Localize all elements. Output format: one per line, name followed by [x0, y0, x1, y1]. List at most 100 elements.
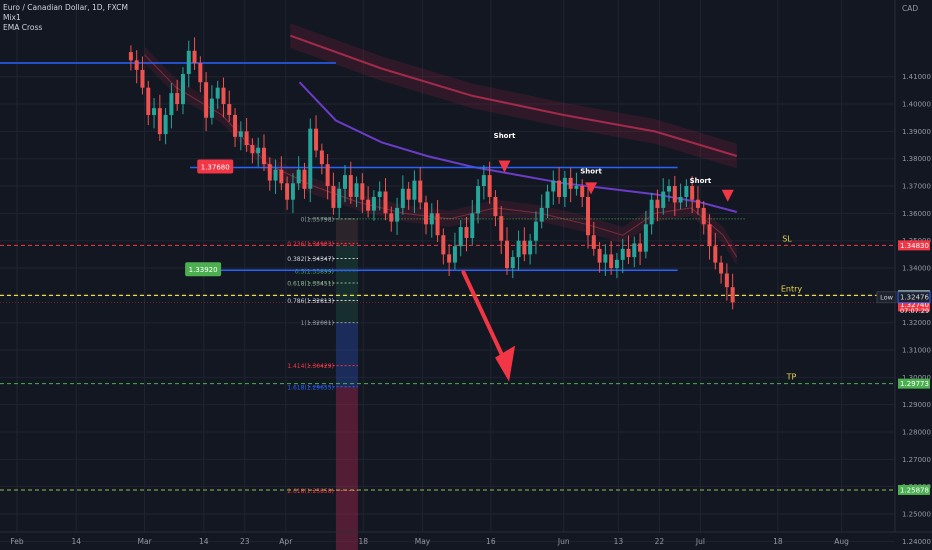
candle — [128, 45, 133, 71]
candle — [215, 80, 220, 109]
candle — [724, 263, 729, 301]
candle-body — [655, 199, 660, 208]
low-price-badge-bg — [897, 291, 931, 304]
short-marker — [498, 160, 511, 173]
candle — [348, 161, 353, 204]
time-tick: Jul — [695, 537, 705, 546]
candle — [447, 244, 452, 276]
candle — [539, 194, 544, 229]
time-tick: Mar — [137, 537, 152, 546]
fib-zone — [335, 218, 358, 246]
candle-body — [325, 164, 330, 187]
candle — [643, 210, 648, 259]
candle — [695, 186, 700, 215]
candle — [371, 190, 376, 221]
candle-body — [499, 216, 504, 241]
candle-body — [493, 196, 498, 217]
candle — [435, 199, 440, 243]
candle-body — [580, 186, 585, 197]
candle-body — [701, 207, 706, 225]
candle — [510, 250, 515, 279]
countdown-text: 07:07:29 — [900, 307, 929, 315]
resistance-badge-bg — [197, 159, 234, 174]
price-tick: 1.30000 — [902, 374, 931, 382]
candle — [406, 181, 411, 210]
symbol-title[interactable]: Euro / Canadian Dollar, 1D, FXCM — [3, 3, 128, 12]
price-tick: 1.27000 — [902, 456, 931, 464]
sl-price-badge-bg — [898, 240, 930, 251]
fib-zone — [335, 322, 358, 387]
fib-label: 0.786(1.32813) — [287, 298, 334, 305]
candle — [609, 240, 614, 275]
fib-label: 0.382(1.34347) — [287, 256, 334, 263]
candle — [528, 233, 533, 265]
price-tick: 1.38000 — [902, 155, 931, 163]
price-tick: 1.36000 — [902, 210, 931, 218]
currency-label: CAD — [902, 4, 918, 13]
candle-body — [481, 175, 486, 187]
candle — [562, 171, 567, 208]
candle-body — [152, 108, 157, 115]
candle — [661, 178, 666, 215]
candle — [580, 179, 585, 208]
candle-body — [719, 262, 724, 274]
candle — [146, 80, 151, 126]
candle-body — [557, 180, 562, 197]
entry-label: Entry — [781, 284, 803, 293]
candle — [719, 255, 724, 284]
support-badge-text: 1.33920 — [189, 266, 218, 274]
candle-body — [678, 196, 683, 203]
candle-body — [140, 69, 145, 88]
candle-body — [186, 50, 191, 74]
candle-body — [591, 235, 596, 249]
ema-slow-line — [298, 81, 738, 213]
candle — [470, 199, 475, 245]
candle-body — [227, 104, 232, 115]
candle-body — [377, 191, 382, 197]
candle — [481, 165, 486, 200]
candle — [250, 138, 255, 164]
indicator-ema-cross[interactable]: EMA Cross — [3, 23, 43, 32]
fib-label: 0.618(1.33451) — [287, 281, 334, 288]
candle-body — [412, 180, 417, 200]
price-tick: 1.39000 — [902, 128, 931, 136]
time-tick: 18 — [358, 537, 368, 546]
candle — [180, 67, 185, 115]
candle — [591, 221, 596, 256]
short-marker — [721, 189, 734, 202]
candle-body — [638, 243, 643, 252]
candle — [586, 186, 591, 249]
candle-body — [360, 183, 365, 200]
ema-long-band — [290, 23, 737, 169]
candle-body — [597, 248, 602, 263]
candle-body — [342, 175, 347, 189]
candle — [707, 214, 712, 260]
candle — [701, 201, 706, 235]
candle — [690, 175, 695, 214]
candle-body — [452, 246, 457, 263]
short-annotation: Short — [690, 177, 712, 185]
candle-body — [545, 191, 550, 208]
candle — [400, 175, 405, 215]
candle — [204, 72, 209, 132]
candle-body — [198, 63, 203, 83]
candle-body — [690, 186, 695, 200]
candle — [557, 167, 562, 204]
candle — [667, 179, 672, 202]
candle — [412, 170, 417, 214]
candle-body — [395, 207, 400, 222]
candle — [314, 115, 319, 158]
indicator-mix1[interactable]: Mix1 — [3, 13, 21, 22]
candle-body — [614, 259, 619, 269]
candle-body — [383, 191, 388, 214]
candle-body — [730, 287, 735, 303]
candle-body — [423, 202, 428, 225]
candle — [655, 189, 660, 222]
candle — [395, 197, 400, 235]
fib-label: 1.414(1.30429) — [287, 363, 334, 370]
candle-body — [331, 186, 336, 208]
candle-body — [464, 227, 469, 238]
candle-body — [406, 188, 411, 200]
sl-price-badge-text: 1.34830 — [900, 242, 929, 250]
